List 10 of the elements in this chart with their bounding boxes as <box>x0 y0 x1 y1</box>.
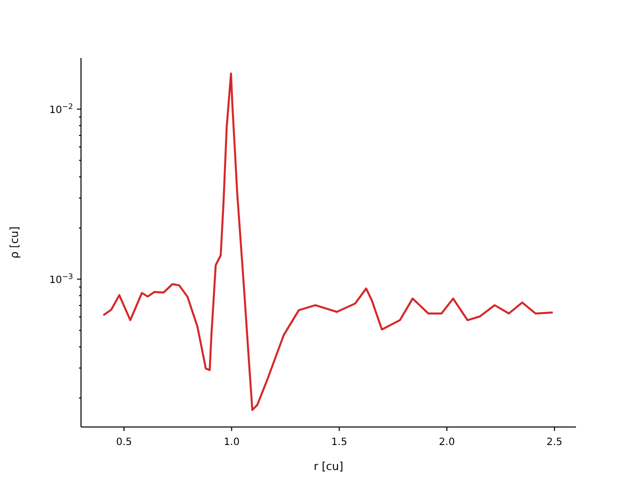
x-tick-label: 2.5 <box>546 437 562 448</box>
x-tick-label: 1.0 <box>224 437 240 448</box>
x-tick-label: 0.5 <box>116 437 132 448</box>
y-tick-label: 10$^{−2}$ <box>49 102 74 116</box>
y-tick-label: 10$^{−3}$ <box>49 272 74 286</box>
line-series <box>102 72 554 411</box>
x-tick-label: 1.5 <box>331 437 348 448</box>
y-axis-title: ρ [cu] <box>8 226 21 259</box>
x-axis-title: r [cu] <box>314 460 344 473</box>
x-tick-label: 2.0 <box>438 437 455 448</box>
